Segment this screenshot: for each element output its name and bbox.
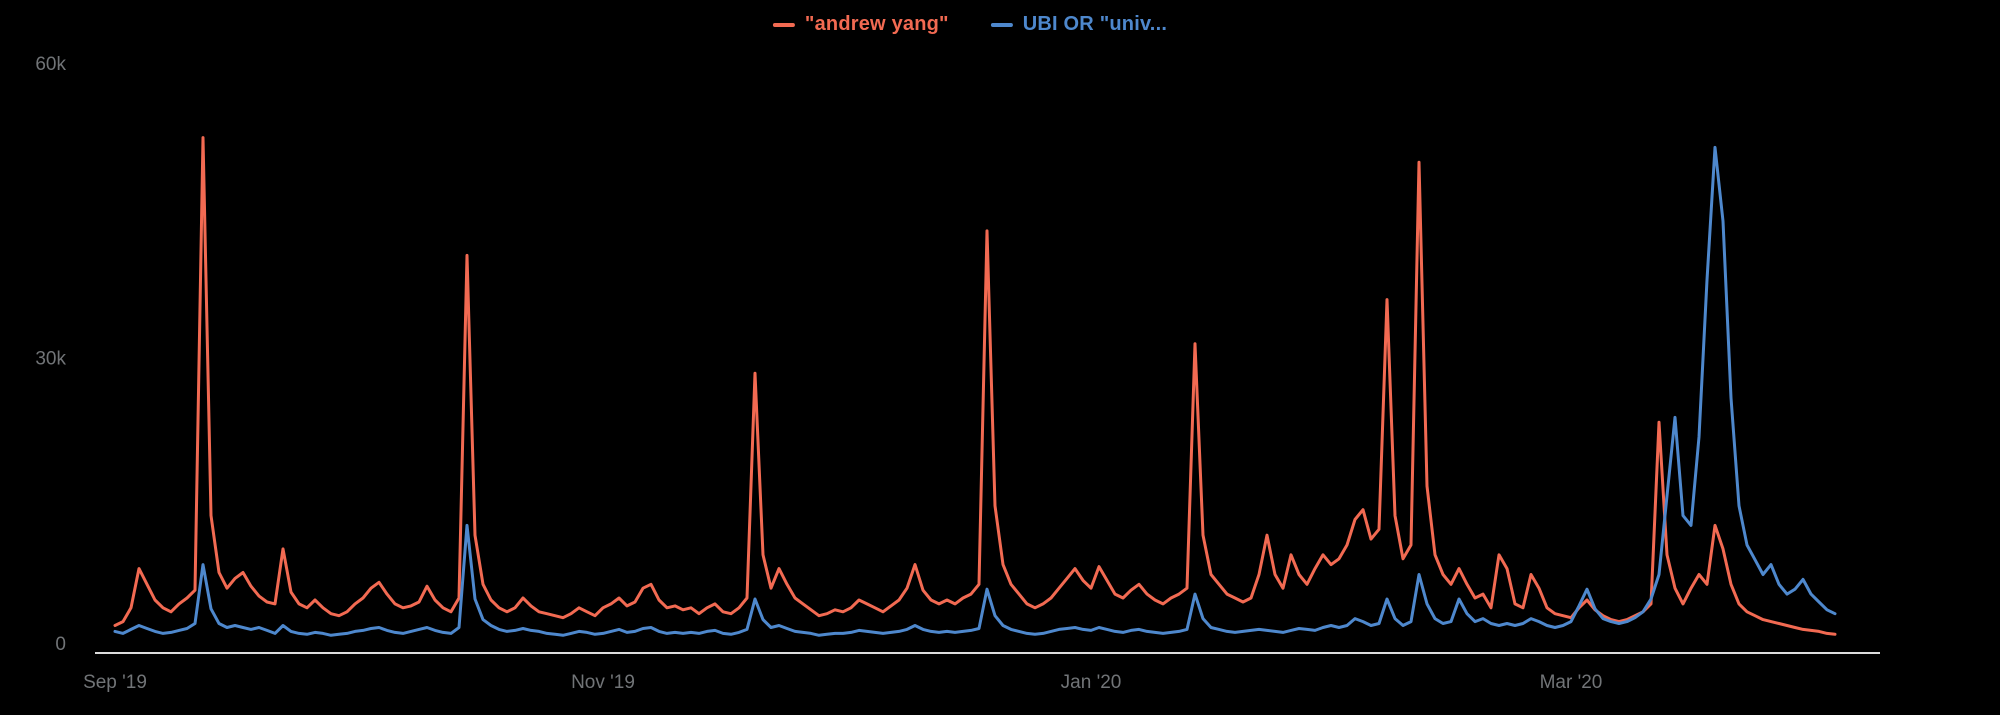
y-tick-label: 30k xyxy=(35,349,66,370)
series-line-andrew-yang[interactable] xyxy=(113,136,1837,636)
series-line-ubi[interactable] xyxy=(113,145,1837,637)
legend-swatch-andrew-yang xyxy=(772,22,795,27)
legend-label-ubi: UBI OR "univ... xyxy=(1022,13,1168,35)
y-tick-label: 60k xyxy=(35,54,66,75)
x-tick-label: Sep '19 xyxy=(83,672,147,693)
chart-legend: "andrew yang" UBI OR "univ... xyxy=(772,13,1168,36)
x-tick-label: Mar '20 xyxy=(1540,672,1603,693)
legend-label-andrew-yang: "andrew yang" xyxy=(804,13,949,35)
legend-item-ubi[interactable]: UBI OR "univ... xyxy=(990,13,1168,36)
legend-swatch-ubi xyxy=(990,22,1013,27)
x-tick-label: Nov '19 xyxy=(571,672,635,693)
x-tick-label: Jan '20 xyxy=(1061,672,1122,693)
y-tick-label: 0 xyxy=(55,634,66,655)
legend-item-andrew-yang[interactable]: "andrew yang" xyxy=(772,13,949,36)
